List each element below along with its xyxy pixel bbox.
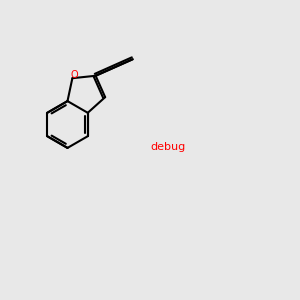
Text: O: O [70,70,78,80]
Text: debug: debug [150,142,185,152]
